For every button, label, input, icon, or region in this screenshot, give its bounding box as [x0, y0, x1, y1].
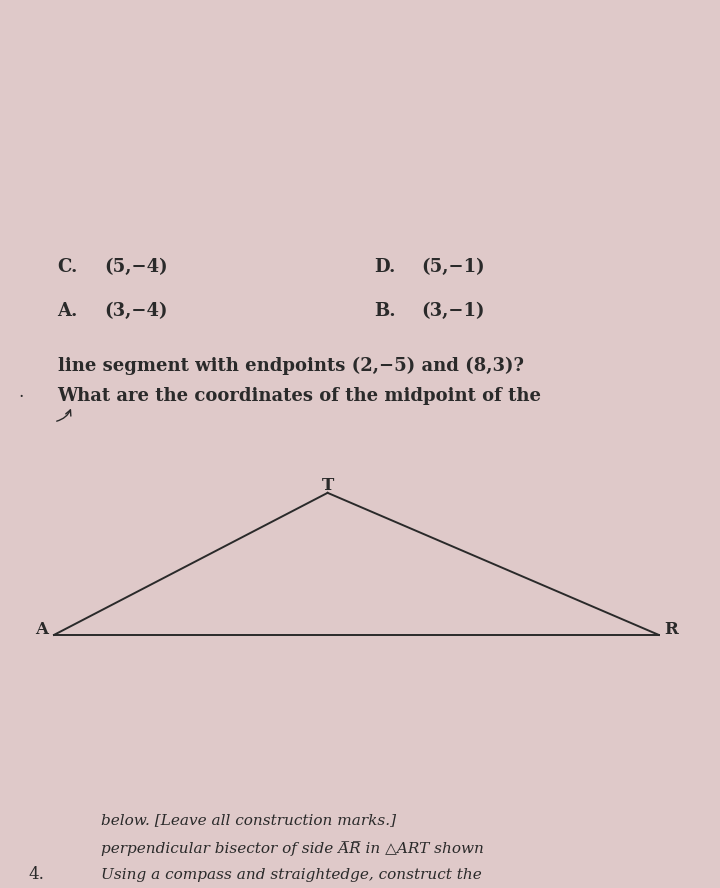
Text: C.: C. — [58, 258, 78, 275]
Text: (5,−1): (5,−1) — [421, 258, 485, 275]
Text: .: . — [18, 384, 23, 400]
Text: (5,−4): (5,−4) — [104, 258, 168, 275]
Text: R: R — [665, 622, 678, 638]
Text: D.: D. — [374, 258, 396, 275]
Text: below. [Leave all construction marks.]: below. [Leave all construction marks.] — [101, 813, 396, 828]
Text: 4.: 4. — [29, 866, 45, 883]
Text: T: T — [321, 477, 334, 494]
Text: Using a compass and straightedge, construct the: Using a compass and straightedge, constr… — [101, 868, 482, 883]
Text: (3,−1): (3,−1) — [421, 302, 485, 320]
Text: line segment with endpoints (2,−5) and (8,3)?: line segment with endpoints (2,−5) and (… — [58, 357, 523, 376]
Text: perpendicular bisector of side A̅R̅ in △ART shown: perpendicular bisector of side A̅R̅ in △… — [101, 841, 484, 856]
Text: A: A — [35, 622, 48, 638]
Text: A.: A. — [58, 302, 78, 320]
Text: What are the coordinates of the midpoint of the: What are the coordinates of the midpoint… — [58, 387, 541, 405]
Text: (3,−4): (3,−4) — [104, 302, 168, 320]
Text: B.: B. — [374, 302, 396, 320]
